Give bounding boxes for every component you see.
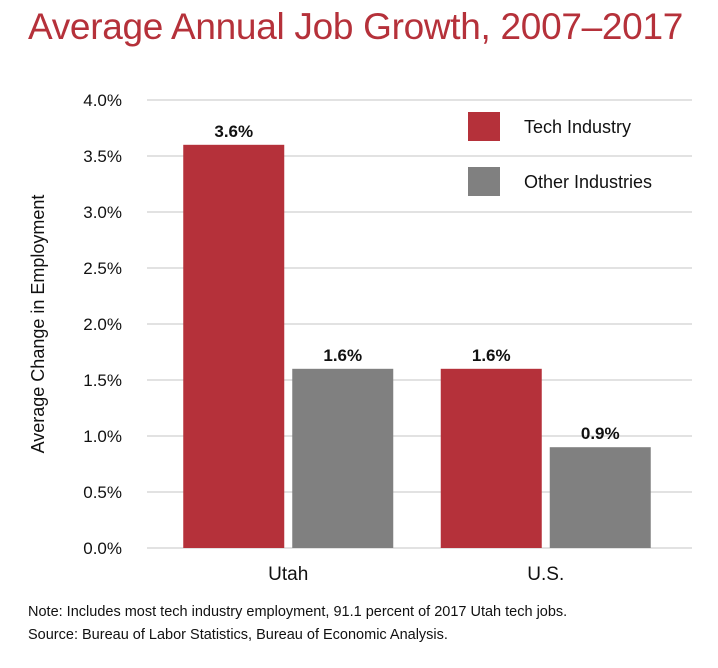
y-axis-label: Average Change in Employment: [28, 195, 48, 454]
y-tick-label: 1.0%: [83, 427, 122, 446]
y-tick-label: 0.5%: [83, 483, 122, 502]
x-category-label: U.S.: [527, 564, 564, 585]
y-tick-label: 2.0%: [83, 315, 122, 334]
y-tick-label: 3.5%: [83, 147, 122, 166]
legend-swatch: [468, 112, 500, 141]
bar-utah-tech: [183, 144, 285, 549]
data-label: 0.9%: [581, 424, 620, 443]
data-label: 1.6%: [472, 346, 511, 365]
legend-label: Other Industries: [524, 172, 652, 192]
data-label: 3.6%: [214, 122, 253, 141]
chart-title: Average Annual Job Growth, 2007–2017: [28, 6, 684, 47]
y-tick-label: 2.5%: [83, 259, 122, 278]
bar-us-other: [549, 447, 651, 548]
x-category-label: Utah: [268, 564, 308, 585]
y-tick-label: 1.5%: [83, 371, 122, 390]
y-tick-label: 4.0%: [83, 91, 122, 110]
y-tick-label: 0.0%: [83, 539, 122, 558]
chart-note: Note: Includes most tech industry employ…: [28, 604, 568, 620]
bar-us-tech: [440, 368, 542, 548]
legend-label: Tech Industry: [524, 117, 631, 137]
legend-swatch: [468, 167, 500, 196]
y-tick-label: 3.0%: [83, 203, 122, 222]
chart-source: Source: Bureau of Labor Statistics, Bure…: [28, 627, 448, 643]
bar-utah-other: [292, 368, 394, 548]
data-label: 1.6%: [323, 346, 362, 365]
